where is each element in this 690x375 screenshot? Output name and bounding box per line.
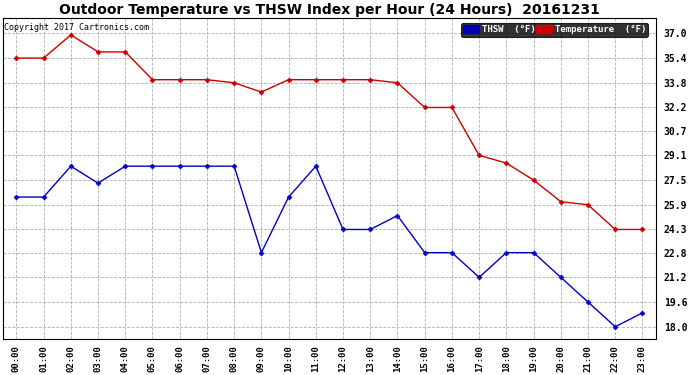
Title: Outdoor Temperature vs THSW Index per Hour (24 Hours)  20161231: Outdoor Temperature vs THSW Index per Ho… bbox=[59, 3, 600, 17]
Legend: THSW  (°F), Temperature  (°F): THSW (°F), Temperature (°F) bbox=[461, 23, 649, 37]
Text: Copyright 2017 Cartronics.com: Copyright 2017 Cartronics.com bbox=[4, 23, 149, 32]
